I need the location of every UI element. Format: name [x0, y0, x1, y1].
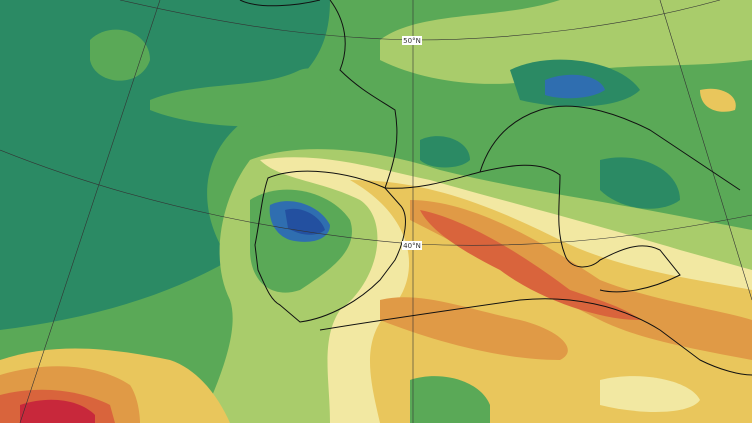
latitude-label: 50°N [403, 37, 421, 45]
coastlines [239, 0, 752, 376]
latitude-labels: 50°N 40°N [402, 36, 422, 250]
latitude-label: 40°N [403, 242, 421, 250]
label-box [402, 241, 422, 250]
label-box [402, 36, 422, 45]
